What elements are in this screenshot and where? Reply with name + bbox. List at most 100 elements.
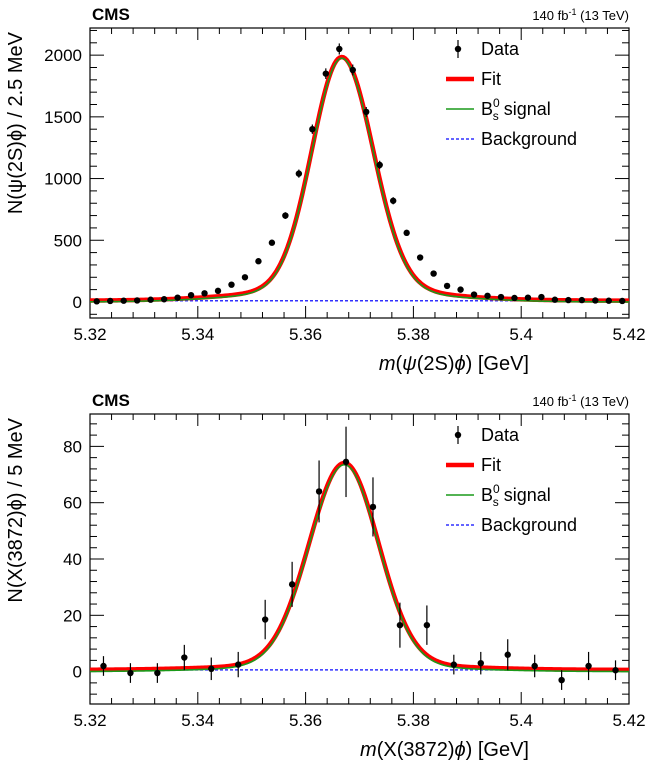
data-point [605,297,612,304]
data-point [336,45,343,53]
legend-data-marker [454,45,462,53]
legend-signal-sup: 0 [493,96,500,110]
x-tick-label: 5.4 [509,325,533,344]
x-axis-label: m(X(3872)ϕ) [GeV] [360,739,529,761]
x-axis-label: m(ψ(2S)ϕ) [GeV] [379,353,529,375]
data-point [241,274,249,281]
legend-signal-main: B [481,99,493,119]
x-label-paren: (X(3872) [377,739,455,761]
luminosity-label: 140 fb-1 (13 TeV) [532,7,629,23]
legend-data-label: Data [481,39,520,59]
legend-signal-sub: s [493,109,499,123]
y-tick-label: 20 [63,606,82,625]
data-point [235,661,242,668]
legend-signal-rest: signal [499,485,551,505]
y-tick-label: 0 [73,663,82,682]
data-point [255,258,262,265]
lumi-exponent: -1 [568,393,576,403]
data-point [228,281,235,288]
x-label-close: ) [GeV] [466,353,529,375]
y-tick-label: 80 [63,437,82,456]
data-point [349,66,356,74]
x-label-phi: ϕ [455,739,466,761]
data-point [565,296,572,304]
data-point [342,458,350,466]
x-label-phi: ϕ [455,353,466,375]
data-point [511,294,518,302]
data-point [322,70,330,77]
y-tick-label: 1000 [44,170,82,189]
data-point [107,297,114,305]
data-point [612,667,619,674]
data-point [585,662,592,670]
y-tick-label: 40 [63,550,82,569]
lumi-value: 140 fb [532,394,568,409]
data-point [309,125,316,133]
legend-fit-label: Fit [481,69,501,89]
lumi-energy: (13 TeV) [576,394,629,409]
data-point [396,621,404,629]
x-tick-label: 5.32 [73,711,106,730]
legend: Data Fit B0 s signal Background [446,39,577,149]
legend-data-marker [454,431,462,439]
data-point [261,616,269,623]
data-point [430,270,437,277]
data-point [538,293,545,301]
y-tick-label: 500 [54,231,82,250]
data-point [174,294,181,301]
data-point [282,212,289,219]
x-tick-label: 5.32 [73,325,106,344]
y-tick-label: 0 [73,293,82,312]
x-tick-label: 5.38 [397,711,430,730]
lumi-value: 140 fb [532,8,568,23]
x-label-state: ψ [402,353,417,375]
x-label-close: ) [GeV] [466,739,529,761]
legend-signal-main: B [481,485,493,505]
plot-panel-2: 5.32 5.34 5.36 5.38 5.4 5.42 0 20 40 60 80 CMS 140 f… [5,391,646,761]
data-point [423,621,431,629]
data-point [531,662,538,670]
data-point [201,290,208,297]
x-tick-label: 5.4 [509,711,533,730]
data-point [369,503,377,511]
plot-frame [89,27,630,319]
x-tick-label: 5.42 [612,325,645,344]
data-point [524,294,532,301]
data-point [208,665,215,673]
data-point [93,298,100,305]
data-point [457,286,464,293]
legend-signal-sub: s [493,495,499,509]
data-point [295,170,303,177]
x-label-m: m [379,353,396,375]
lumi-exponent: -1 [568,7,576,17]
legend-signal-sup: 0 [493,482,500,496]
signal-curve [89,57,629,303]
legend-background-label: Background [481,515,577,535]
data-point [214,287,222,295]
data-point [120,297,127,304]
x-label-paren: ( [395,353,402,375]
data-point [484,292,491,299]
legend-signal-label: B0 s signal [481,482,551,509]
legend-background-label: Background [481,129,577,149]
data-point [147,296,154,303]
data-point [551,296,559,303]
legend-signal-rest: signal [499,99,551,119]
data-point [558,676,565,684]
data-point [315,488,323,495]
data-point [619,297,626,305]
y-tick-label: 60 [63,494,82,513]
data-point [504,651,511,658]
data-point [154,669,161,677]
experiment-label: CMS [92,5,130,24]
data-point [592,297,599,304]
plot-panel-1: 5.32 5.34 5.36 5.38 5.4 5.42 0 500 1000 1500 2000 C… [5,5,646,375]
x-label-state-rest: (2S) [417,353,455,375]
lumi-energy: (13 TeV) [576,8,629,23]
data-point [363,108,370,116]
data-point [416,254,424,261]
data-point [443,282,451,290]
x-tick-label: 5.34 [181,325,214,344]
x-tick-label: 5.36 [289,325,322,344]
